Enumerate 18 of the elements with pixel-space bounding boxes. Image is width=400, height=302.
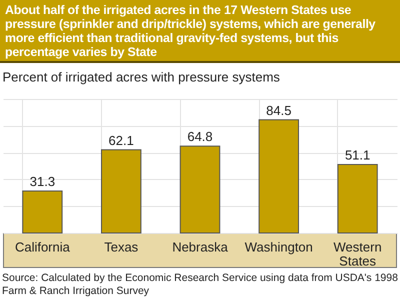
data-label: 84.5 [266, 102, 292, 118]
x-tick-label: California [14, 240, 71, 254]
y-axis-title: Percent of irrigated acres with pressure systems [2, 70, 280, 84]
bar [337, 164, 378, 234]
x-tick-label: Nebraska [172, 240, 229, 254]
bar [22, 190, 63, 234]
chart-title: About half of the irrigated acres in the 17 Western States use pressure (sprinkler and drip/trickle) systems, which are generally more efficient than traditional gravity-fed systems, but this percentage varies by State [0, 0, 400, 63]
bar [258, 119, 299, 234]
data-label: 31.3 [30, 174, 56, 190]
x-tick-label: Washington [244, 240, 313, 254]
bar [180, 146, 220, 234]
bar [101, 149, 142, 234]
data-label: 51.1 [344, 148, 370, 163]
data-label: 62.1 [108, 132, 134, 148]
x-tick-label: Texas [104, 240, 139, 254]
x-tick-label: Western States [334, 240, 382, 268]
source-note: Source: Calculated by the Economic Research Service using data from USDA's 1998 Farm & Ranch Irrigation Survey [2, 272, 398, 298]
data-label: 64.8 [187, 129, 213, 144]
